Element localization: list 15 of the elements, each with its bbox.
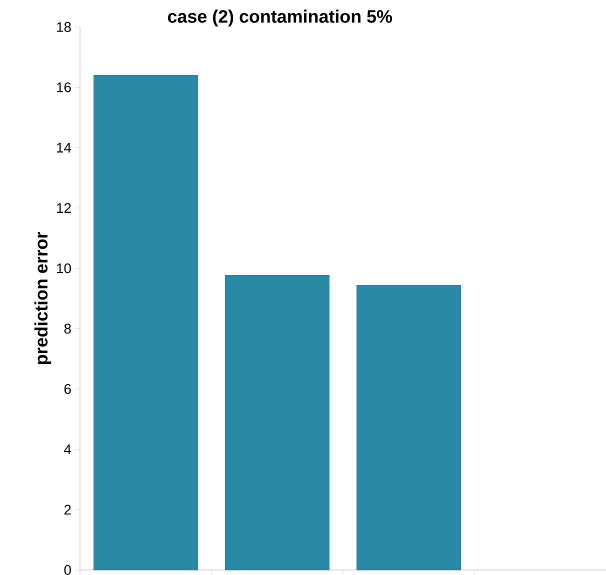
y-tick-label: 16 [57, 82, 71, 92]
y-tick-label: 10 [57, 263, 71, 274]
bar [225, 275, 330, 570]
y-tick-label: 4 [64, 444, 72, 454]
y-axis-title: prediction error [34, 232, 52, 364]
y-tick-label: 2 [64, 504, 71, 515]
y-tick-label: 6 [64, 384, 71, 394]
y-tick-label: 14 [57, 142, 72, 152]
bar [356, 285, 461, 570]
chart-title: case (2) contamination 5% [168, 10, 392, 26]
bar [94, 75, 198, 570]
y-tick-label: 8 [64, 324, 71, 334]
y-tick-label: 18 [57, 22, 71, 32]
y-tick-label: 0 [64, 565, 71, 575]
y-tick-label: 12 [57, 203, 71, 213]
